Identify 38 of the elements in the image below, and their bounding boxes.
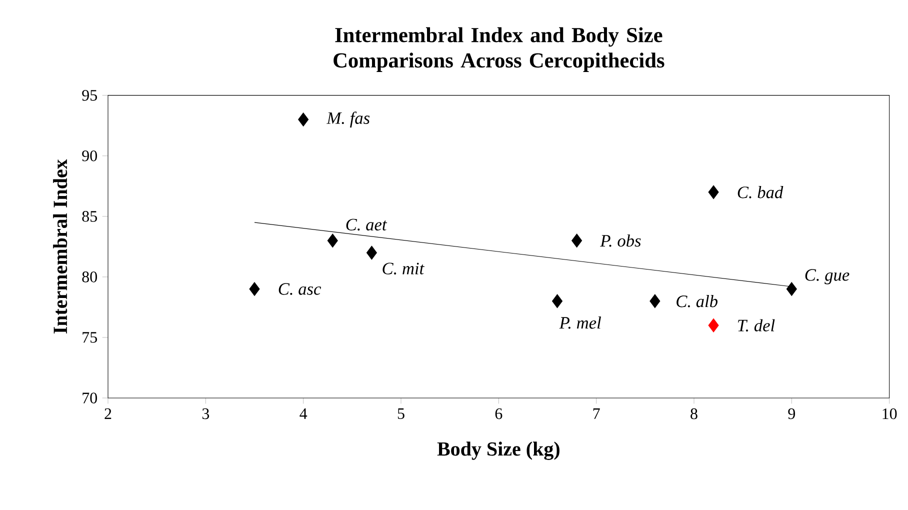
point (298, 112, 309, 126)
annotation: C. asc (278, 283, 322, 295)
point (327, 234, 338, 248)
chart-title: Intermembral Index and Body Size Comparisons Across Cercopithecids (334, 27, 664, 72)
x-tick-label: 10 (882, 408, 897, 420)
y-tick-label: 80 (82, 272, 97, 282)
annotation: C. alb (676, 295, 718, 308)
y-tick-label: 95 (82, 90, 97, 101)
x-tick-label: 9 (788, 408, 795, 420)
y-tick-label: 75 (82, 332, 97, 343)
x-tick-label: 4 (300, 408, 308, 419)
point (708, 185, 719, 200)
x-tick-label: 6 (495, 408, 502, 420)
x-tick-label: 8 (690, 408, 698, 420)
annotation: C. gue (805, 269, 850, 284)
y-tick-label: 85 (82, 210, 97, 222)
y-tick-label: 70 (82, 392, 97, 404)
y-tick-label: 90 (82, 150, 97, 162)
annotation: C. aet (346, 218, 388, 231)
annotation: T. del (738, 319, 775, 332)
annotation: P. obs (600, 234, 641, 247)
x-tick-label: 5 (398, 408, 404, 420)
x-tick-label: 2 (104, 408, 112, 419)
annotation: C. bad (738, 186, 784, 198)
x-axis-title: Body Size (kg) (437, 442, 560, 460)
x-tick-label: 3 (202, 408, 210, 420)
annotation: P. mel (559, 316, 601, 329)
x-tick-label: 7 (593, 408, 600, 419)
point (552, 294, 563, 308)
point (366, 246, 377, 260)
point (572, 234, 582, 248)
y-axis-title: Intermembral Index (53, 159, 68, 334)
point (249, 282, 260, 296)
annotation: M. fas (326, 112, 370, 128)
point (650, 294, 660, 308)
annotation: C. mit (382, 262, 424, 274)
point (786, 282, 797, 296)
point (708, 318, 719, 332)
